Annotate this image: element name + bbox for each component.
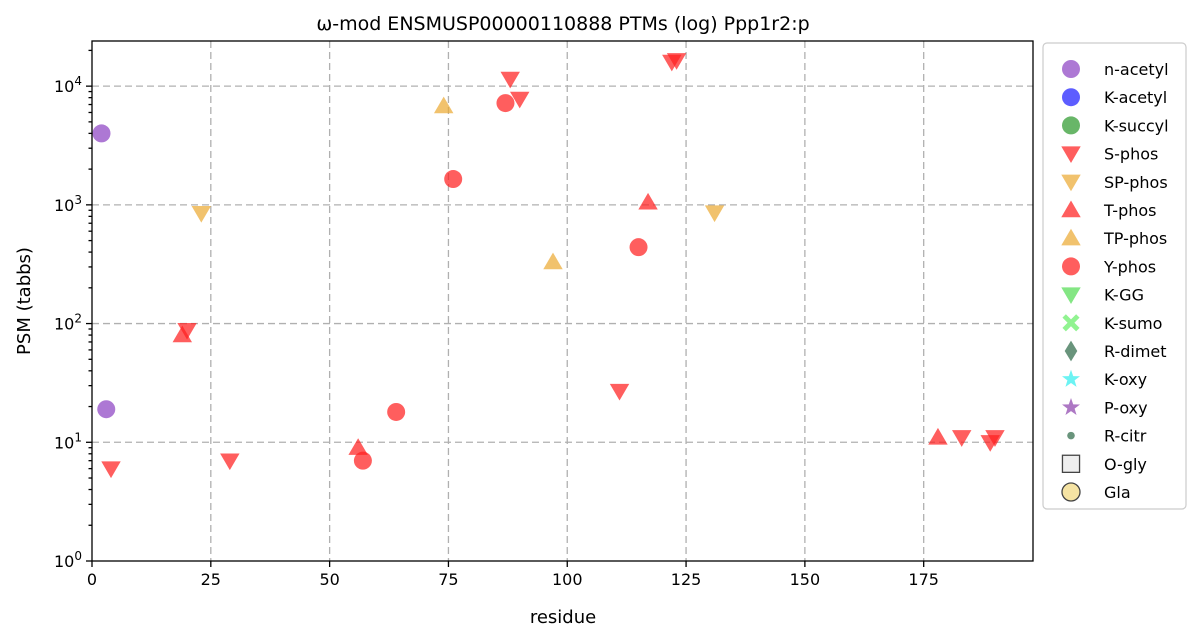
x-axis-label: residue: [530, 607, 596, 628]
legend-label-K-sumo: K-sumo: [1104, 314, 1162, 333]
x-tick-label: 75: [438, 570, 458, 589]
data-point-S-phos: [666, 53, 687, 70]
data-point-Y-phos: [444, 170, 463, 189]
data-point-Y-phos: [387, 402, 406, 421]
x-tick-label: 125: [671, 570, 702, 589]
data-point-S-phos: [500, 71, 520, 89]
legend-label-Y-phos: Y-phos: [1103, 257, 1156, 276]
data-point-n-acetyl: [97, 400, 116, 419]
legend-marker-R-dimet: [1064, 340, 1078, 362]
legend-label-K-oxy: K-oxy: [1104, 370, 1147, 389]
data-points: [92, 53, 1005, 479]
x-tick-label: 100: [552, 570, 583, 589]
data-point-n-acetyl: [92, 124, 111, 143]
legend-marker-Y-phos: [1062, 257, 1080, 276]
y-tick-label: 103: [54, 193, 82, 215]
chart-title: ω-mod ENSMUSP00000110888 PTMs (log) Ppp1…: [316, 13, 809, 35]
data-point-S-phos: [220, 453, 240, 471]
data-point-S-phos: [609, 383, 630, 401]
legend-label-S-phos: S-phos: [1104, 145, 1158, 164]
data-point-T-phos: [348, 438, 368, 455]
legend-box: [1042, 42, 1187, 510]
legend-marker-S-phos: [1061, 146, 1081, 164]
legend-marker-SP-phos: [1061, 174, 1081, 192]
grid-lines: [92, 41, 1033, 561]
data-point-T-phos: [928, 427, 948, 445]
legend-label-K-acetyl: K-acetyl: [1104, 88, 1167, 107]
legend-marker-K-oxy: [1062, 369, 1080, 387]
data-point-S-phos: [985, 430, 1005, 447]
legend-marker-TP-phos: [1061, 228, 1081, 246]
legend-marker-R-citr: [1067, 431, 1075, 440]
legend-marker-Gla: [1061, 482, 1081, 502]
legend-marker-K-acetyl: [1062, 88, 1080, 107]
data-point-SP-phos: [191, 206, 212, 223]
data-point-T-phos: [638, 192, 658, 210]
legend-label-O-gly: O-gly: [1104, 455, 1147, 474]
legend-marker-K-sumo: [1062, 314, 1080, 332]
legend-label-SP-phos: SP-phos: [1104, 173, 1168, 192]
legend-label-T-phos: T-phos: [1103, 201, 1157, 220]
data-point-TP-phos: [543, 252, 563, 270]
y-tick-label: 104: [54, 74, 82, 96]
legend-marker-K-GG: [1061, 287, 1081, 305]
y-axis-label: PSM (tabbs): [14, 247, 35, 355]
legend-label-K-GG: K-GG: [1104, 286, 1144, 305]
legend-label-n-acetyl: n-acetyl: [1104, 60, 1169, 79]
data-point-T-phos: [172, 325, 193, 343]
y-tick-label: 100: [54, 549, 82, 571]
x-axis-ticks: 0 25 50 75 100 125 150 175: [87, 561, 939, 589]
data-point-Y-phos: [496, 94, 515, 113]
legend-marker-n-acetyl: [1062, 60, 1080, 78]
data-point-Y-phos: [629, 238, 648, 257]
legend-marker-P-oxy: [1062, 397, 1080, 416]
x-tick-label: 150: [790, 570, 821, 589]
legend-label-R-citr: R-citr: [1104, 427, 1147, 446]
data-point-Y-phos: [353, 451, 372, 470]
legend-marker-K-succyl: [1062, 116, 1080, 135]
data-point-S-phos: [951, 430, 972, 447]
legend-marker-T-phos: [1061, 200, 1081, 218]
legend-label-P-oxy: P-oxy: [1104, 398, 1148, 417]
legend-marker-O-gly: [1061, 454, 1081, 474]
data-point-S-phos: [510, 91, 530, 109]
legend: n-acetyl K-acetyl K-succyl S-phos SP-phos T-p…: [1042, 42, 1187, 510]
data-point-SP-phos: [704, 205, 725, 223]
x-tick-label: 0: [87, 570, 97, 589]
x-tick-label: 50: [319, 570, 339, 589]
y-tick-label: 102: [54, 312, 82, 334]
legend-label-R-dimet: R-dimet: [1104, 342, 1167, 361]
plot-frame: [91, 40, 1034, 562]
y-axis-ticks: 100 101 102 103 104: [54, 49, 92, 571]
x-tick-label: 175: [908, 570, 939, 589]
data-point-TP-phos: [433, 96, 454, 114]
legend-label-Gla: Gla: [1104, 483, 1131, 502]
legend-label-K-succyl: K-succyl: [1104, 116, 1169, 135]
x-tick-label: 25: [201, 570, 221, 589]
legend-label-TP-phos: TP-phos: [1103, 229, 1167, 248]
y-tick-label: 101: [54, 430, 82, 452]
data-point-S-phos: [101, 461, 121, 479]
